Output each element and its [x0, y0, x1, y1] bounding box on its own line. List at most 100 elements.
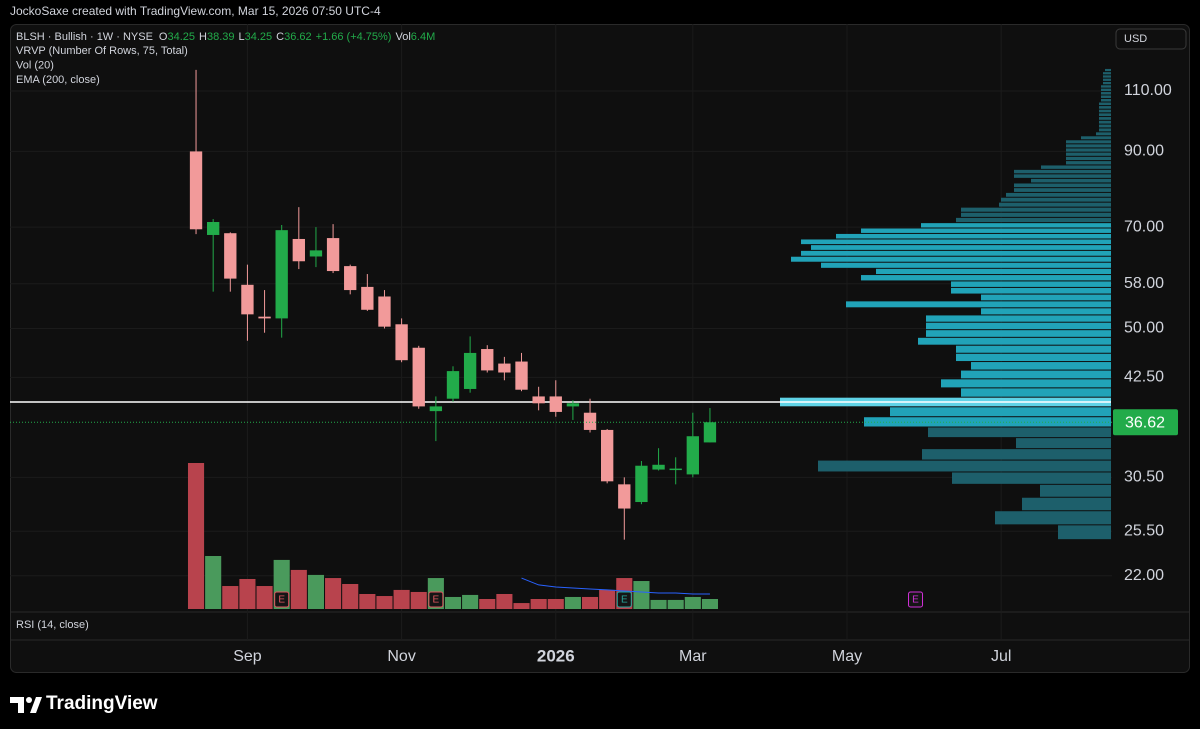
x-tick-label: May — [832, 648, 862, 665]
currency-label[interactable]: USD — [1124, 33, 1147, 45]
profile-row — [1099, 109, 1111, 113]
profile-row — [1066, 140, 1111, 144]
profile-row — [821, 262, 1111, 268]
profile-row — [1014, 183, 1111, 188]
profile-row — [1006, 192, 1111, 197]
volume-profile — [10, 68, 1111, 540]
volume-bar — [530, 598, 547, 609]
profile-row — [1099, 128, 1111, 132]
candle-body — [241, 284, 254, 315]
event-marker — [274, 591, 290, 608]
profile-row — [1103, 78, 1111, 81]
event-label: E — [433, 595, 440, 606]
volume-bar — [444, 596, 462, 609]
profile-row — [971, 362, 1111, 370]
candle-body — [378, 296, 391, 327]
last-price-box — [1113, 409, 1178, 436]
x-tick-label: Sep — [233, 648, 262, 665]
profile-row — [951, 281, 1111, 287]
profile-row — [1001, 197, 1111, 202]
profile-row — [981, 308, 1111, 315]
x-tick-label: 2026 — [537, 646, 575, 665]
candle-body — [566, 403, 580, 407]
volume-bar — [256, 586, 273, 609]
volume-bar — [684, 596, 701, 609]
candle-body — [361, 286, 374, 310]
candle-body — [532, 396, 545, 404]
legend-value: 36.62 — [284, 31, 312, 43]
legend-key: O — [159, 31, 168, 43]
candle-body — [258, 316, 271, 319]
symbol-line: BLSH · Bullish · 1W · NYSE — [16, 31, 153, 43]
volume-bar — [205, 556, 222, 609]
profile-row — [981, 294, 1111, 301]
profile-row — [890, 407, 1111, 417]
profile-row — [861, 228, 1111, 233]
profile-row — [941, 379, 1111, 388]
profile-row — [1103, 81, 1111, 85]
profile-row — [951, 287, 1111, 294]
profile-row — [926, 330, 1111, 337]
legend-key: L — [239, 31, 245, 43]
profile-row — [961, 370, 1111, 379]
candle-body — [395, 324, 408, 361]
indicator-label: VRVP (Number Of Rows, 75, Total) — [16, 45, 188, 57]
profile-row — [928, 427, 1111, 438]
logo-shape — [30, 697, 42, 713]
chart-panel — [10, 24, 1190, 673]
event-marker — [908, 591, 924, 608]
y-tick-label: 22.00 — [1124, 567, 1164, 584]
profile-row — [918, 337, 1111, 345]
logo-shape — [10, 697, 24, 713]
indicator-label: EMA (200, close) — [16, 74, 100, 86]
event-marker — [428, 591, 444, 608]
volume-bar — [187, 463, 205, 609]
legend-value: 6.4M — [411, 31, 435, 43]
profile-row — [1066, 156, 1111, 161]
profile-row — [861, 275, 1111, 281]
candle-body — [412, 347, 425, 407]
volume-bar — [376, 596, 393, 609]
volume-bar — [581, 596, 599, 609]
candle-body — [344, 266, 357, 291]
profile-row — [961, 388, 1111, 397]
volume-bar — [701, 598, 719, 609]
profile-row — [1099, 120, 1111, 124]
profile-row — [791, 256, 1111, 262]
brand-logo — [10, 697, 42, 713]
volume-bar — [633, 581, 650, 609]
x-tick-label: Nov — [387, 648, 415, 665]
legend-value: 34.25 — [245, 31, 273, 43]
profile-row — [961, 207, 1111, 212]
volume-bar — [599, 589, 616, 609]
event-label: E — [621, 595, 628, 606]
candle-body — [292, 238, 305, 262]
volume-bar — [359, 593, 376, 609]
volume-bar — [290, 569, 307, 609]
profile-row — [1066, 144, 1111, 148]
volume-bar — [410, 591, 427, 609]
profile-row — [864, 417, 1111, 427]
volume-bar — [650, 599, 667, 609]
candle-body — [583, 412, 597, 430]
legend-key: C — [276, 31, 284, 43]
profile-row — [1101, 92, 1111, 95]
profile-row — [1041, 165, 1111, 169]
profile-row — [1101, 88, 1111, 92]
profile-row — [1099, 124, 1111, 128]
candle-body — [275, 230, 288, 319]
profile-row — [1101, 98, 1111, 102]
profile-row — [1099, 117, 1111, 120]
profile-row — [926, 315, 1111, 322]
profile-row — [1103, 75, 1111, 78]
profile-row — [1101, 95, 1111, 98]
volume-bar — [342, 583, 359, 609]
currency-button[interactable] — [1115, 28, 1187, 50]
legend-key: H — [199, 31, 207, 43]
legend-value: +1.66 (+4.75%) — [316, 31, 392, 43]
candle-body — [618, 484, 631, 509]
volume-bar — [513, 603, 530, 609]
y-tick-label: 90.00 — [1124, 143, 1164, 160]
volume-bar — [479, 598, 496, 609]
